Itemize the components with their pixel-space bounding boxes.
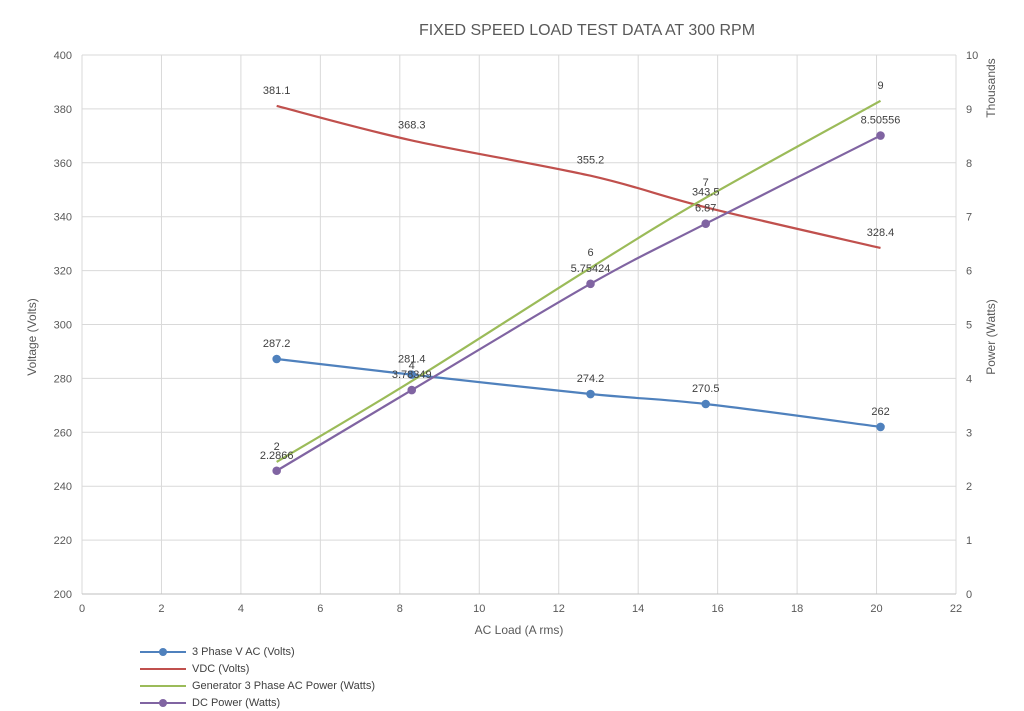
data-label-ac-voltage: 281.4 xyxy=(398,354,426,366)
y-tick-label-right: 2 xyxy=(966,481,972,493)
data-label-vdc: 328.4 xyxy=(867,227,895,239)
legend-swatch-vdc xyxy=(140,664,186,674)
data-label-ac-power: 9 xyxy=(877,80,883,92)
y-axis-title-right: Power (Watts) xyxy=(984,299,998,375)
series-line-dc-power xyxy=(276,134,882,472)
y-tick-label-right: 3 xyxy=(966,427,972,439)
data-labels: 287.2 281.4 274.2 270.5 262 381.1 368.3 355.2 34… xyxy=(260,80,901,462)
data-point-dc-power xyxy=(876,131,885,140)
legend-item-ac-voltage[interactable]: 3 Phase V AC (Volts) xyxy=(140,643,375,660)
data-label-ac-power: 4 xyxy=(409,360,415,372)
series-markers xyxy=(272,131,885,476)
data-label-vdc: 343.5 xyxy=(692,186,720,198)
data-label-dc-power: 6.87 xyxy=(695,203,716,215)
y-tick-label-left: 260 xyxy=(54,427,72,439)
x-tick-label: 8 xyxy=(397,603,403,615)
x-tick-label: 0 xyxy=(79,603,85,615)
data-point-ac-voltage xyxy=(876,422,885,432)
data-point-dc-power xyxy=(586,279,595,289)
y-tick-label-right: 4 xyxy=(966,373,972,385)
data-label-ac-voltage: 274.2 xyxy=(577,373,605,385)
data-point-dc-power xyxy=(407,385,417,395)
legend-swatch-ac-power xyxy=(140,681,186,691)
data-label-vdc: 381.1 xyxy=(263,85,291,97)
y-tick-label-left: 220 xyxy=(54,535,72,547)
legend-label-ac-voltage: 3 Phase V AC (Volts) xyxy=(192,645,295,658)
data-label-vdc: 355.2 xyxy=(577,155,605,167)
data-point-dc-power xyxy=(272,466,281,476)
x-tick-label: 14 xyxy=(632,603,644,615)
legend: 3 Phase V AC (Volts) VDC (Volts) Generat… xyxy=(140,643,375,711)
legend-label-vdc: VDC (Volts) xyxy=(192,662,250,675)
y-tick-label-right: 8 xyxy=(966,158,972,170)
y-tick-label-right: 0 xyxy=(966,589,972,601)
data-label-ac-power: 7 xyxy=(703,177,709,189)
x-tick-label: 6 xyxy=(317,603,323,615)
y-tick-label-left: 240 xyxy=(54,481,72,493)
data-label-dc-power: 3.78349 xyxy=(392,369,432,381)
y-tick-label-left: 300 xyxy=(54,320,72,332)
legend-item-ac-power[interactable]: Generator 3 Phase AC Power (Watts) xyxy=(140,677,375,694)
x-tick-label: 4 xyxy=(238,603,244,615)
data-label-vdc: 368.3 xyxy=(398,119,426,131)
data-point-ac-voltage xyxy=(272,354,281,364)
legend-swatch-ac-voltage xyxy=(140,647,186,657)
y-tick-label-left: 340 xyxy=(54,212,72,224)
y-tick-label-right: 7 xyxy=(966,212,972,224)
data-point-ac-voltage xyxy=(586,389,595,399)
data-label-ac-voltage: 287.2 xyxy=(263,338,291,350)
x-axis-title: AC Load (A rms) xyxy=(475,623,564,637)
data-point-ac-voltage xyxy=(407,370,417,379)
x-tick-label: 22 xyxy=(950,603,962,615)
y-tick-label-right: 5 xyxy=(966,320,972,332)
tick-labels: 2002202402602803003203403603804000123456… xyxy=(54,50,979,615)
data-label-dc-power: 8.50556 xyxy=(861,115,901,127)
x-tick-label: 10 xyxy=(473,603,485,615)
y-axis-title-left: Voltage (Volts) xyxy=(25,298,39,375)
gridlines xyxy=(81,54,957,595)
x-tick-label: 12 xyxy=(553,603,565,615)
data-point-dc-power xyxy=(701,219,711,229)
chart-title: FIXED SPEED LOAD TEST DATA AT 300 RPM xyxy=(419,22,755,39)
legend-item-vdc[interactable]: VDC (Volts) xyxy=(140,660,375,677)
data-label-dc-power: 5.75424 xyxy=(571,263,611,275)
x-tick-label: 2 xyxy=(158,603,164,615)
x-tick-label: 18 xyxy=(791,603,803,615)
y-tick-label-right: 9 xyxy=(966,104,972,116)
data-label-ac-power: 2 xyxy=(274,441,280,453)
legend-label-ac-power: Generator 3 Phase AC Power (Watts) xyxy=(192,679,375,692)
y-tick-label-left: 400 xyxy=(54,50,72,62)
y-tick-label-left: 360 xyxy=(54,158,72,170)
data-point-ac-voltage xyxy=(701,399,711,409)
y-tick-label-left: 320 xyxy=(54,266,72,278)
y-tick-label-right: 6 xyxy=(966,266,972,278)
y-tick-label-left: 280 xyxy=(54,373,72,385)
y-tick-label-right: 10 xyxy=(966,50,978,62)
series-line-vdc xyxy=(276,104,881,250)
data-label-ac-voltage: 262 xyxy=(871,406,889,418)
right-axis-unit: Thousands xyxy=(984,58,998,117)
data-label-ac-voltage: 270.5 xyxy=(692,383,720,395)
data-label-ac-power: 6 xyxy=(587,247,593,259)
y-tick-label-left: 200 xyxy=(54,589,72,601)
y-tick-label-left: 380 xyxy=(54,104,72,116)
series-line-ac-power xyxy=(276,99,882,463)
x-tick-label: 16 xyxy=(712,603,724,615)
data-label-dc-power: 2.2866 xyxy=(260,450,294,462)
y-tick-label-right: 1 xyxy=(966,535,972,547)
x-tick-label: 20 xyxy=(870,603,882,615)
